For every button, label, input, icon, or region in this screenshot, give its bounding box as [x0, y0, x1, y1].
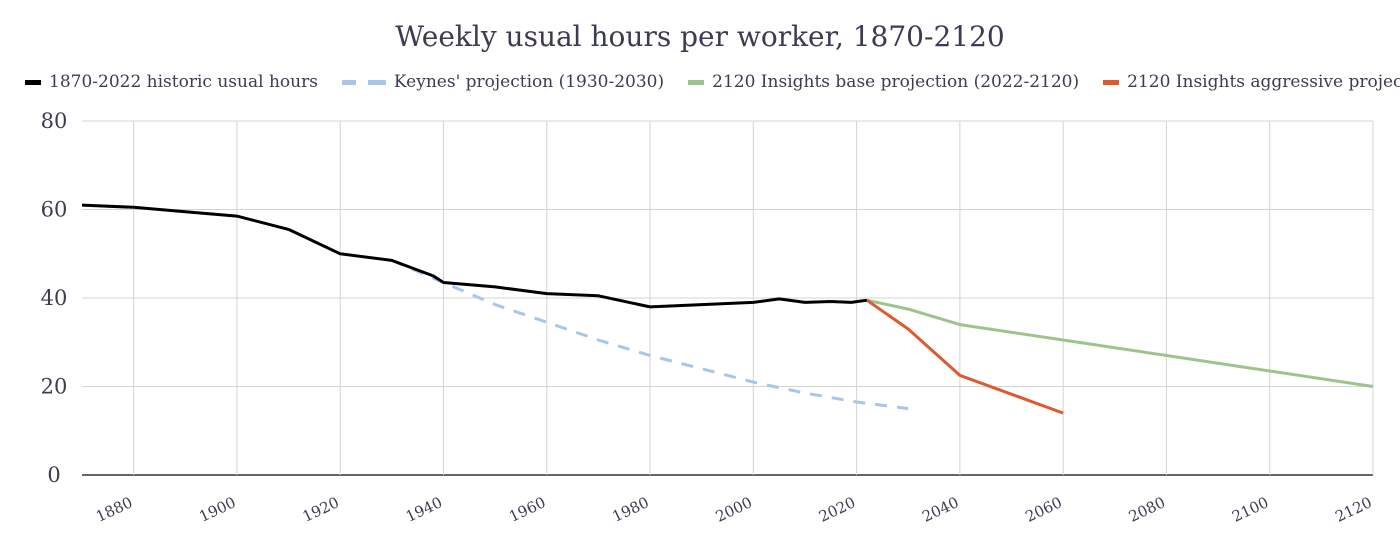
y-tick-label-20: 20: [41, 375, 68, 399]
legend-label-aggressive: 2120 Insights aggressive projection: [1127, 72, 1400, 92]
legend-item-base: 2120 Insights base projection (2022-2120…: [688, 72, 1079, 92]
x-tick-label-1880: 1880: [93, 493, 135, 525]
legend-item-keynes: Keynes' projection (1930-2030): [341, 72, 665, 92]
x-tick-label-1900: 1900: [196, 493, 238, 525]
chart-title: Weekly usual hours per worker, 1870-2120: [395, 20, 1005, 53]
legend-label-keynes: Keynes' projection (1930-2030): [393, 72, 665, 92]
x-tick-label-2100: 2100: [1229, 493, 1271, 525]
series-line-0: [81, 203, 868, 309]
y-tick-label-0: 0: [47, 463, 60, 487]
chart-legend: 1870-2022 historic usual hours Keynes' p…: [25, 71, 1400, 93]
legend-swatch-base: [688, 79, 705, 85]
legend-swatch-aggressive: [1103, 79, 1120, 85]
series-line-3: [866, 298, 1064, 415]
y-tick-label-80: 80: [41, 109, 68, 133]
x-tick-label-1940: 1940: [403, 493, 445, 525]
y-tick-label-40: 40: [41, 286, 68, 310]
y-tick-label-60: 60: [41, 198, 68, 222]
series-line-1: [391, 259, 909, 411]
legend-item-historic: 1870-2022 historic usual hours: [25, 72, 318, 92]
x-tick-label-2120: 2120: [1332, 493, 1374, 525]
legend-swatch-keynes: [341, 79, 386, 85]
legend-item-aggressive: 2120 Insights aggressive projection: [1103, 72, 1400, 92]
x-tick-label-2020: 2020: [816, 493, 858, 525]
x-tick-label-2060: 2060: [1023, 493, 1065, 525]
legend-label-historic: 1870-2022 historic usual hours: [49, 72, 318, 92]
x-tick-label-2080: 2080: [1126, 493, 1168, 525]
legend-swatch-historic: [25, 79, 41, 85]
x-tick-label-2040: 2040: [919, 493, 961, 525]
x-tick-label-1980: 1980: [610, 493, 652, 525]
x-tick-label-1960: 1960: [506, 493, 548, 525]
legend-label-base: 2120 Insights base projection (2022-2120…: [712, 72, 1080, 92]
x-tick-label-1920: 1920: [300, 493, 342, 525]
x-tick-label-2000: 2000: [713, 493, 755, 525]
series-line-2: [866, 298, 1374, 388]
